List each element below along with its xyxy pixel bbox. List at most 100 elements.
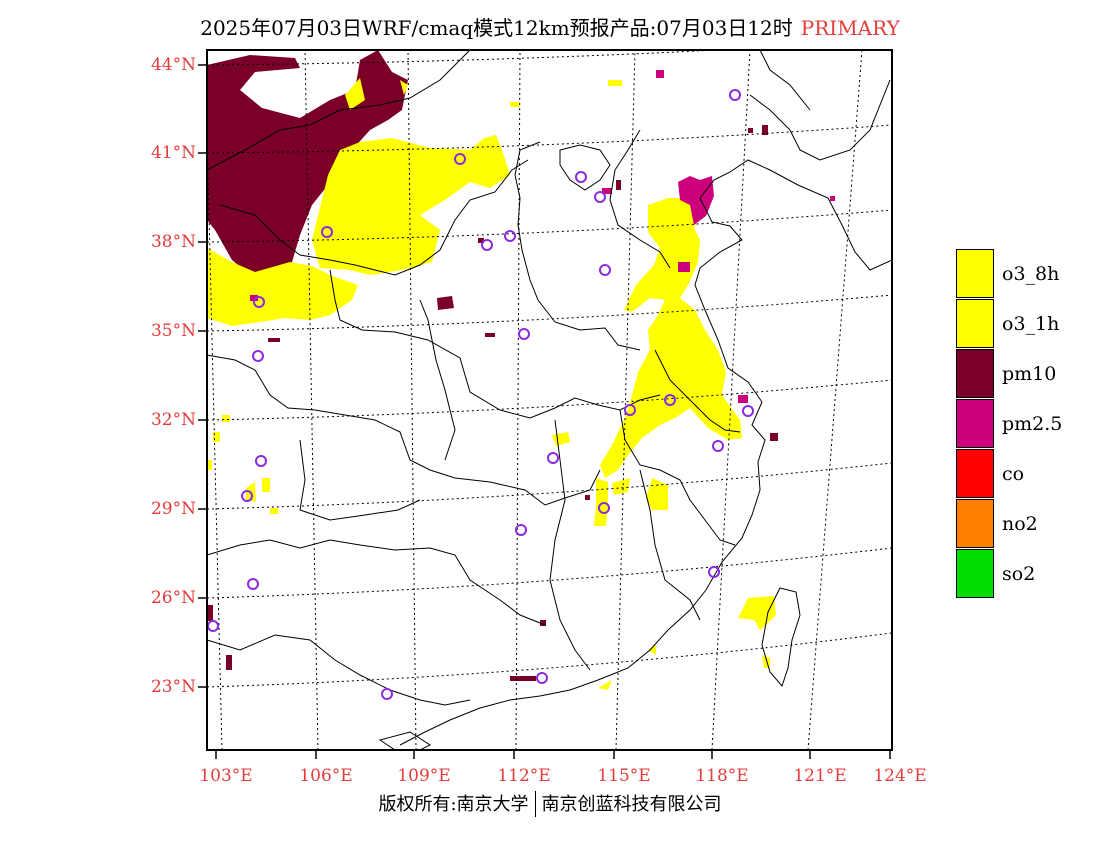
city-marker <box>575 171 587 183</box>
province-border <box>654 349 741 433</box>
province-north-border <box>207 50 471 171</box>
lat-label-26: 26°N <box>150 588 196 608</box>
latitude-line-32 <box>207 379 892 421</box>
lat-label-41: 41°N <box>150 143 196 163</box>
lat-label-29: 29°N <box>150 499 196 519</box>
city-marker <box>454 153 466 165</box>
pm10-speck <box>762 125 768 135</box>
legend-label: pm10 <box>1002 363 1057 385</box>
map-plot-area <box>207 50 892 750</box>
legend-label: o3_8h <box>1002 263 1060 285</box>
legend-swatch <box>956 399 994 448</box>
coastline <box>399 159 892 746</box>
legend-item-pm25: pm2.5 <box>956 399 1076 449</box>
province-border <box>207 539 546 626</box>
axis-ticks <box>198 64 891 759</box>
pm10-speck <box>268 338 280 342</box>
pm10-speck <box>540 620 546 626</box>
city-marker <box>321 226 333 238</box>
pm10-speck <box>485 333 495 337</box>
city-marker <box>381 688 393 700</box>
legend-item-o3-8h: o3_8h <box>956 249 1076 299</box>
o3-region-north <box>312 135 510 275</box>
legend-swatch <box>956 299 994 348</box>
map-title: 2025年07月03日WRF/cmaq模式12km预报产品:07月03日12时 P… <box>0 12 1100 41</box>
pm25-regions <box>250 70 835 403</box>
legend-item-o3-1h: o3_1h <box>956 299 1076 349</box>
pm25-speck <box>830 196 835 201</box>
lon-label-124: 124°E <box>873 766 927 786</box>
copyright-left: 版权所有:南京大学 <box>378 794 529 815</box>
province-border <box>759 50 811 111</box>
city-markers <box>207 89 754 700</box>
city-marker <box>708 566 720 578</box>
province-border <box>609 129 671 269</box>
pm25-speck <box>250 295 258 301</box>
pm10-speck <box>478 238 484 243</box>
province-border <box>299 439 421 521</box>
longitude-line-103 <box>207 111 223 750</box>
province-border <box>329 269 661 419</box>
legend-item-no2: no2 <box>956 499 1076 549</box>
province-border <box>207 354 601 506</box>
province-border <box>559 144 611 191</box>
province-border <box>639 469 701 621</box>
o3-region-west <box>207 248 358 326</box>
lat-label-23: 23°N <box>150 677 196 697</box>
lon-label-118: 118°E <box>695 766 749 786</box>
city-marker <box>664 394 676 406</box>
province-border <box>619 409 736 546</box>
legend-swatch <box>956 499 994 548</box>
map-frame <box>206 49 893 751</box>
lon-label-103: 103°E <box>199 766 253 786</box>
o3-region-taiwan <box>738 596 776 668</box>
longitude-line-118 <box>711 50 751 750</box>
pm10-speck <box>770 433 778 441</box>
legend-label: no2 <box>1002 513 1038 535</box>
copyright-divider <box>534 791 536 817</box>
city-marker <box>481 239 493 251</box>
pm10-speck <box>226 655 232 670</box>
city-marker <box>252 350 264 362</box>
pm10-speck <box>510 676 536 681</box>
legend: o3_8h o3_1h pm10 pm2.5 co no2 so2 <box>956 249 1076 599</box>
city-marker <box>598 502 610 514</box>
latitude-line-29 <box>207 462 892 510</box>
city-marker <box>518 328 530 340</box>
legend-label: o3_1h <box>1002 313 1060 335</box>
lon-label-109: 109°E <box>397 766 451 786</box>
city-marker <box>742 405 754 417</box>
province-border <box>549 419 591 671</box>
city-marker <box>624 404 636 416</box>
lon-label-106: 106°E <box>299 766 353 786</box>
legend-swatch <box>956 349 994 398</box>
taiwan-outline <box>761 587 801 687</box>
longitude-line-115 <box>615 50 636 750</box>
lat-label-44: 44°N <box>150 55 196 75</box>
city-marker <box>247 578 259 590</box>
pm25-region-bohai <box>678 176 714 225</box>
pm10-speck <box>585 495 590 500</box>
pm10-speck <box>616 180 621 190</box>
lon-label-115: 115°E <box>597 766 651 786</box>
o3-region-east <box>600 198 742 478</box>
pm10-speck <box>207 605 213 621</box>
city-marker <box>515 524 527 536</box>
copyright-right: 南京创蓝科技有限公司 <box>541 794 722 815</box>
city-marker <box>547 452 559 464</box>
pm10-speck <box>748 128 753 133</box>
longitude-line-109 <box>407 50 417 750</box>
city-marker <box>255 455 267 467</box>
legend-swatch <box>956 249 994 298</box>
province-border <box>207 634 471 706</box>
o3-region-north2 <box>345 78 408 110</box>
province-border <box>219 159 529 276</box>
city-marker <box>207 620 219 632</box>
lat-label-35: 35°N <box>150 321 196 341</box>
province-border <box>419 299 456 461</box>
latitude-line-38 <box>207 209 892 243</box>
lat-label-38: 38°N <box>150 232 196 252</box>
title-tag: PRIMARY <box>800 16 900 40</box>
legend-item-pm10: pm10 <box>956 349 1076 399</box>
